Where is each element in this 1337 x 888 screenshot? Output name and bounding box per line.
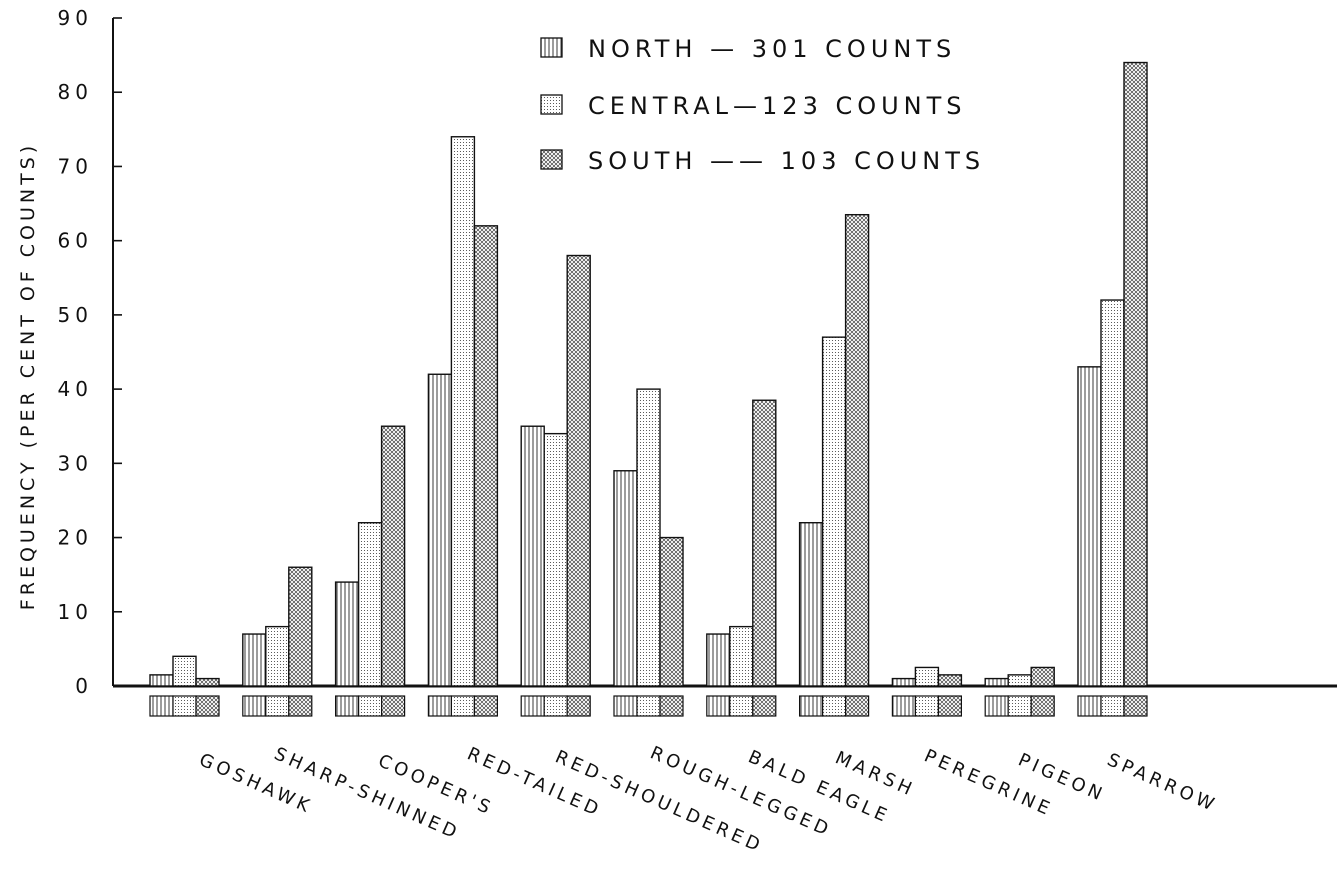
bar-fine-dots-10 [1100,299,1125,687]
bar-fine-dots-0 [172,655,197,687]
bar-fine-dots-4 [543,432,568,687]
bar-cross-hatch-8 [937,674,963,687]
bar-cross-hatch-10 [1123,61,1148,687]
bar-fine-dots-6 [729,625,754,687]
category-key-swatch [1030,695,1055,717]
category-keys [149,695,1148,717]
legend-swatch [540,149,563,170]
category-key-swatch [1077,695,1102,717]
category-key-swatch [288,695,313,717]
category-key-swatch [914,695,940,717]
category-key-swatch [450,695,475,717]
category-key-swatch [706,695,731,717]
category-key-swatch [1123,695,1148,717]
bar-cross-hatch-7 [844,213,870,687]
y-tick-label: 90 [58,6,93,30]
category-key-swatch [149,695,174,717]
category-key-swatch [1100,695,1125,717]
category-key-swatch [543,695,568,717]
bar-vertical-lines-0 [149,674,174,687]
category-key-swatch [821,695,847,717]
bar-fine-dots-9 [1007,674,1032,687]
category-key-swatch [358,695,383,717]
bar-fine-dots-5 [636,388,661,687]
legend-label: SOUTH —— 103 COUNTS [588,147,985,175]
y-tick-label: 60 [58,229,93,253]
bar-cross-hatch-4 [566,254,591,687]
y-tick-label: 0 [75,674,93,698]
bar-vertical-lines-9 [984,677,1009,687]
category-key-swatch [798,695,824,717]
category-key-swatch [381,695,406,717]
category-key-swatch [891,695,917,717]
bar-cross-hatch-1 [288,566,313,687]
legend: NORTH — 301 COUNTS CENTRAL—123 COUNTS SOUT… [540,35,985,175]
category-key-swatch [566,695,591,717]
category-key-swatch [335,695,360,717]
bar-fine-dots-3 [450,136,476,687]
legend-swatch [540,37,563,58]
y-tick-label: 30 [58,451,93,475]
category-key-swatch [1007,695,1032,717]
bar-vertical-lines-7 [798,522,824,687]
category-key-swatch [473,695,498,717]
legend-swatch [540,94,563,115]
bars [149,61,1148,687]
category-key-swatch [613,695,638,717]
legend-label: NORTH — 301 COUNTS [588,35,956,63]
y-tick-label: 50 [58,303,93,327]
category-key-swatch [984,695,1009,717]
bar-vertical-lines-5 [613,470,638,687]
legend-label: CENTRAL—123 COUNTS [588,92,967,120]
y-tick-label: 70 [58,154,93,178]
bar-fine-dots-7 [821,336,847,687]
y-tick-label: 80 [58,80,93,104]
bar-cross-hatch-0 [195,677,220,687]
category-labels: GOSHAWKSHARP-SHINNEDCOOPER'SRED-TAILEDRE… [196,742,1221,857]
bar-vertical-lines-10 [1077,366,1102,687]
bar-vertical-lines-1 [242,633,267,687]
bar-vertical-lines-3 [427,373,453,687]
bar-vertical-lines-6 [706,633,731,687]
category-key-swatch [659,695,684,717]
bar-vertical-lines-8 [891,677,917,687]
bar-cross-hatch-2 [380,425,406,687]
bar-fine-dots-1 [265,625,290,687]
category-key-swatch [427,695,452,717]
bar-cross-hatch-3 [473,225,499,687]
category-key-swatch [195,695,220,717]
category-key-swatch [937,695,963,717]
bar-fine-dots-2 [357,522,383,687]
bar-vertical-lines-4 [520,425,545,687]
bar-cross-hatch-6 [752,399,777,687]
y-tick-label: 10 [58,600,93,624]
y-tick-label: 20 [58,526,93,550]
category-label: SPARROW [1104,749,1221,816]
bar-fine-dots-8 [914,666,940,687]
category-key-swatch [242,695,267,717]
category-key-swatch [729,695,754,717]
category-key-swatch [844,695,870,717]
bar-cross-hatch-5 [659,536,684,687]
category-key-swatch [172,695,197,717]
category-key-swatch [520,695,545,717]
bar-vertical-lines-2 [334,581,360,687]
category-key-swatch [265,695,290,717]
y-axis-label: FREQUENCY (PER CENT OF COUNTS) [17,142,39,610]
category-key-swatch [636,695,661,717]
bar-cross-hatch-9 [1030,666,1055,687]
category-key-swatch [752,695,777,717]
y-tick-label: 40 [58,377,93,401]
